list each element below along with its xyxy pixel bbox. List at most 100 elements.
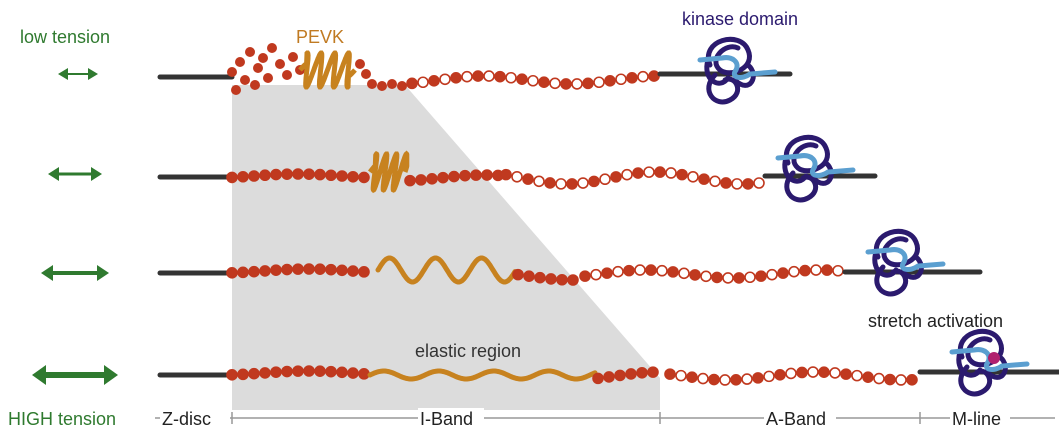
ig-domain	[303, 168, 315, 180]
ig-domain	[818, 366, 830, 378]
ig-domain	[292, 168, 304, 180]
ig-domain	[807, 366, 819, 378]
ig-domain	[719, 374, 731, 386]
ig-domain	[884, 373, 896, 386]
ig-domain	[720, 177, 732, 189]
ig-domain	[245, 47, 255, 57]
ig-domain	[358, 368, 370, 380]
pevk-segment	[298, 50, 357, 90]
ig-domain	[711, 271, 723, 284]
ig-domain	[240, 75, 250, 85]
ig-domain	[615, 73, 627, 86]
ig-domain	[439, 73, 451, 86]
ig-domain	[494, 70, 506, 83]
ig-domain	[472, 70, 484, 82]
kinase-fold	[872, 228, 924, 297]
ig-domain	[788, 265, 800, 278]
ig-domain	[592, 372, 604, 385]
ig-domain	[799, 264, 811, 277]
ig-domain	[226, 171, 238, 184]
ig-domain	[678, 267, 690, 280]
ig-domain	[263, 73, 273, 83]
ig-domain	[698, 173, 710, 185]
stretch-label: stretch activation	[868, 311, 1003, 331]
ig-domain	[733, 272, 745, 284]
ig-domain	[314, 168, 326, 181]
pevk-segment	[375, 255, 518, 285]
ig-domain	[282, 70, 292, 80]
ig-domain	[437, 171, 449, 184]
ig-domain	[571, 78, 583, 90]
kinase-strand	[775, 153, 856, 178]
ig-domain	[579, 270, 591, 282]
kinase-fold	[782, 134, 834, 203]
ig-domain	[665, 167, 677, 179]
ig-domain	[810, 264, 822, 276]
ig-domain	[406, 77, 418, 90]
ig-domain	[840, 368, 852, 380]
ig-domain	[235, 57, 245, 67]
band-label: M-line	[952, 409, 1001, 429]
ig-domain	[415, 174, 427, 186]
kinase-domain	[865, 228, 946, 297]
ig-domain	[358, 266, 370, 278]
ig-domain	[325, 365, 337, 378]
ig-domain	[906, 374, 918, 386]
ig-domain	[656, 264, 668, 277]
ig-domain	[516, 73, 528, 85]
ig-domain	[614, 369, 626, 382]
ig-domain	[270, 168, 282, 181]
ig-domain	[533, 175, 545, 188]
kinase-domain	[697, 36, 778, 105]
high-tension-label: HIGH tension	[8, 409, 116, 429]
ig-domain	[636, 366, 648, 379]
ig-domain	[590, 268, 602, 281]
ig-domain	[741, 373, 753, 385]
ig-domain	[511, 170, 523, 183]
ig-domain	[231, 85, 241, 95]
ig-domain	[303, 365, 315, 377]
ig-domain	[832, 264, 844, 277]
kinase-strand	[697, 55, 778, 80]
ig-domain	[556, 273, 568, 286]
ig-domain	[281, 365, 293, 378]
kinase-domain	[949, 328, 1030, 397]
elastic-label: elastic region	[415, 341, 521, 361]
ig-domain	[686, 371, 698, 383]
ig-domain	[742, 178, 754, 190]
ig-domain	[544, 177, 556, 189]
ig-domain	[626, 72, 638, 84]
ig-domain	[258, 53, 268, 63]
ig-domain	[676, 168, 688, 181]
ig-domain	[259, 367, 271, 379]
ig-domain	[325, 263, 337, 276]
ig-domain	[314, 365, 326, 377]
ig-domain	[325, 169, 337, 182]
ig-domain	[461, 70, 473, 83]
ig-domain	[555, 178, 567, 190]
ig-domain	[621, 168, 633, 181]
ig-domain	[483, 70, 495, 82]
ig-domain	[347, 265, 359, 277]
i-band-shade	[232, 85, 660, 410]
ig-domain	[582, 77, 594, 90]
ig-domain	[500, 168, 512, 181]
ig-domain	[851, 369, 863, 382]
ig-domain	[612, 265, 624, 278]
ig-domain	[675, 369, 687, 382]
ig-domain	[545, 273, 557, 285]
ig-domain	[534, 271, 546, 284]
band-label: I-Band	[420, 409, 473, 429]
ig-domain	[248, 170, 260, 182]
ig-domain	[755, 270, 767, 282]
ig-domain	[648, 70, 660, 82]
ig-domain	[267, 43, 277, 53]
band-label: A-Band	[766, 409, 826, 429]
ig-domain	[722, 272, 734, 284]
ig-domain	[470, 169, 482, 181]
ig-domain	[292, 365, 304, 377]
ig-domain	[625, 368, 637, 380]
ig-domain	[593, 76, 605, 89]
